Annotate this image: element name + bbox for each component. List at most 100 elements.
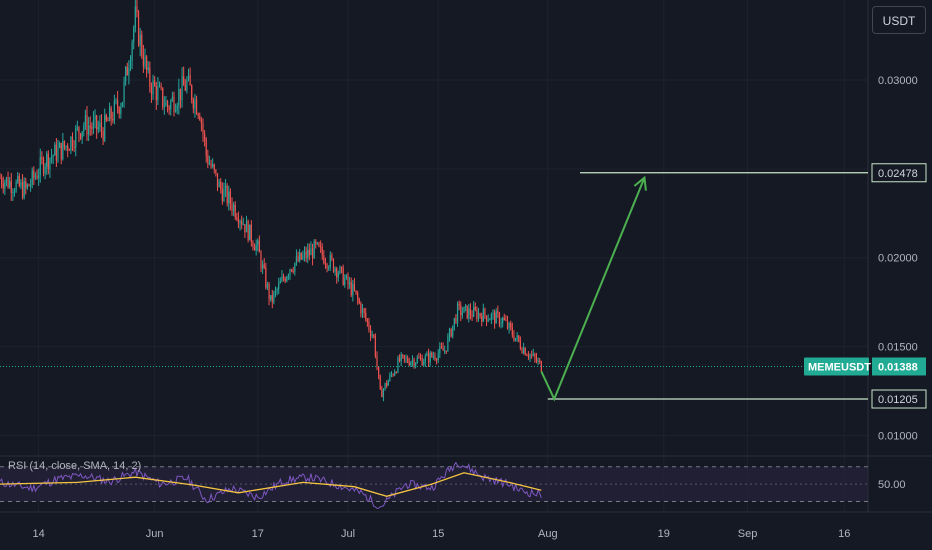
candle-body [221,188,223,202]
candle-body [429,352,431,363]
candle-body [326,264,328,268]
candle-body [369,329,372,336]
candle-body [208,163,211,165]
candle-body [34,176,37,178]
candle-body [323,255,325,264]
candle-body [26,184,28,188]
candle-body [313,241,315,259]
level-label: 0.01205 [878,394,918,406]
projection-arrowhead [633,175,647,191]
candle-body [162,87,164,107]
candle-body [434,356,436,360]
candle-body [398,357,401,362]
candle-body [202,123,204,134]
candle-body [228,191,230,204]
candle-body [287,275,289,277]
candle-body [23,181,25,198]
candle-body [456,303,459,323]
candle-body [100,122,103,131]
candle-body [397,357,399,373]
candle-body [241,221,243,225]
candle-body [513,335,515,341]
candle-body [99,122,101,128]
candle-body [137,12,140,46]
candle-body [439,346,441,354]
candle-body [276,289,278,291]
candle-body [492,312,494,315]
candle-body [289,269,291,276]
candle-body [278,283,280,290]
candle-body [94,115,96,121]
candle-body [458,303,460,306]
candle-body [210,163,212,167]
candle-body [411,359,414,362]
candle-body [71,136,74,148]
candle-body [171,96,173,102]
candle-body [200,119,202,124]
candle-body [50,156,53,159]
candle-body [395,372,397,374]
candle-body [226,185,228,204]
candle-body [18,175,20,187]
candle-body [455,317,457,323]
candle-body [506,320,509,329]
candle-body [181,76,183,100]
candle-body [191,85,193,101]
time-axis-tick: 19 [658,528,670,540]
candle-body [117,100,119,108]
rsi-band [0,466,868,502]
candle-body [46,153,48,167]
candle-body [25,181,27,188]
candle-body [107,120,109,122]
candle-body [5,177,8,182]
candle-body [262,264,264,269]
candle-body [466,305,468,319]
candle-body [125,67,127,82]
candle-body [299,252,301,262]
candle-body [460,305,462,316]
candle-body [194,99,196,109]
candle-body [502,318,504,323]
candle-body [476,309,478,319]
candle-body [448,329,451,337]
candle-body [489,319,491,321]
candle-body [192,100,194,109]
candle-body [305,251,307,259]
currency-button[interactable]: USDT [872,6,926,34]
projection-arrow [540,177,646,402]
candle-body [33,170,35,178]
candle-body [149,67,151,87]
candle-body [339,266,341,274]
candle-body [199,115,201,120]
candle-body [91,127,93,129]
candle-body [10,181,12,193]
level-label-box [871,389,927,409]
candle-body [500,322,502,325]
candle-body [311,248,314,259]
candle-body [92,120,95,129]
candle-body [286,276,288,282]
candle-body [131,42,133,62]
last-price-box [872,357,926,376]
candle-body [146,56,148,70]
candle-body [534,353,536,358]
candle-body [352,284,354,296]
candle-body [373,335,375,337]
candle-body [257,240,259,245]
candle-body [344,278,346,285]
candle-body [310,248,312,256]
candle-body [453,317,455,326]
candle-body [320,246,322,248]
candle-body [436,359,438,361]
candle-body [128,68,130,76]
candle-body [437,353,439,361]
candle-body [363,308,365,313]
candle-body [20,182,22,187]
candle-body [4,181,6,189]
candle-body [510,323,512,328]
candle-body [503,318,505,320]
candle-body [316,242,318,244]
candle-body [21,182,24,198]
